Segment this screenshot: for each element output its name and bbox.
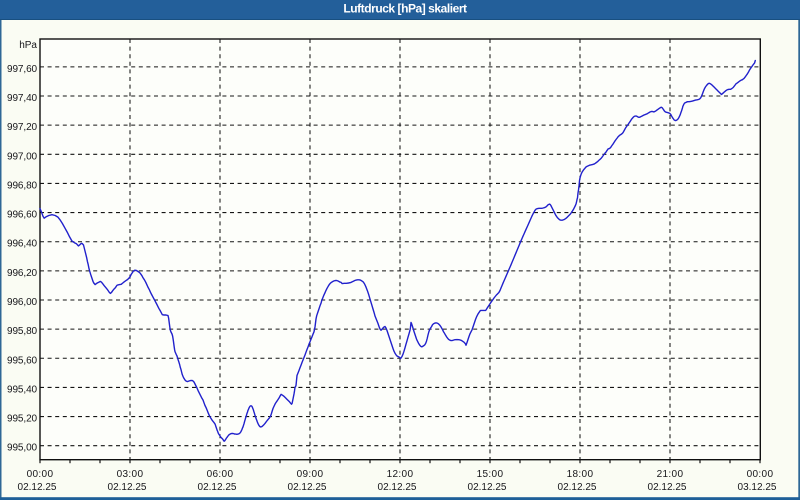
svg-text:995,00: 995,00	[7, 443, 38, 454]
svg-text:09:00: 09:00	[297, 469, 324, 480]
svg-text:02.12.25: 02.12.25	[558, 482, 597, 493]
svg-text:996,80: 996,80	[7, 180, 38, 191]
svg-text:15:00: 15:00	[477, 469, 504, 480]
svg-text:995,60: 995,60	[7, 355, 38, 366]
svg-text:996,60: 996,60	[7, 210, 38, 221]
svg-text:995,20: 995,20	[7, 414, 38, 425]
svg-text:18:00: 18:00	[567, 469, 594, 480]
svg-text:02.12.25: 02.12.25	[468, 482, 507, 493]
svg-text:995,80: 995,80	[7, 326, 38, 337]
svg-text:02.12.25: 02.12.25	[288, 482, 327, 493]
svg-text:997,00: 997,00	[7, 151, 38, 162]
svg-text:hPa: hPa	[19, 40, 37, 51]
svg-text:02.12.25: 02.12.25	[198, 482, 237, 493]
svg-text:Luftdruck [hPa] skaliert: Luftdruck [hPa] skaliert	[343, 2, 467, 16]
svg-text:997,40: 997,40	[7, 93, 38, 104]
svg-text:02.12.25: 02.12.25	[108, 482, 147, 493]
svg-text:996,20: 996,20	[7, 268, 38, 279]
svg-text:996,40: 996,40	[7, 239, 38, 250]
svg-text:997,60: 997,60	[7, 64, 38, 75]
svg-text:995,40: 995,40	[7, 384, 38, 395]
svg-text:00:00: 00:00	[747, 469, 774, 480]
svg-text:997,20: 997,20	[7, 122, 38, 133]
svg-text:03:00: 03:00	[117, 469, 144, 480]
svg-text:12:00: 12:00	[387, 469, 414, 480]
svg-text:06:00: 06:00	[207, 469, 234, 480]
svg-text:996,00: 996,00	[7, 297, 38, 308]
svg-text:03.12.25: 03.12.25	[738, 482, 777, 493]
svg-text:21:00: 21:00	[657, 469, 684, 480]
svg-text:02.12.25: 02.12.25	[648, 482, 687, 493]
svg-text:02.12.25: 02.12.25	[378, 482, 417, 493]
svg-text:02.12.25: 02.12.25	[18, 482, 57, 493]
svg-text:00:00: 00:00	[27, 469, 54, 480]
